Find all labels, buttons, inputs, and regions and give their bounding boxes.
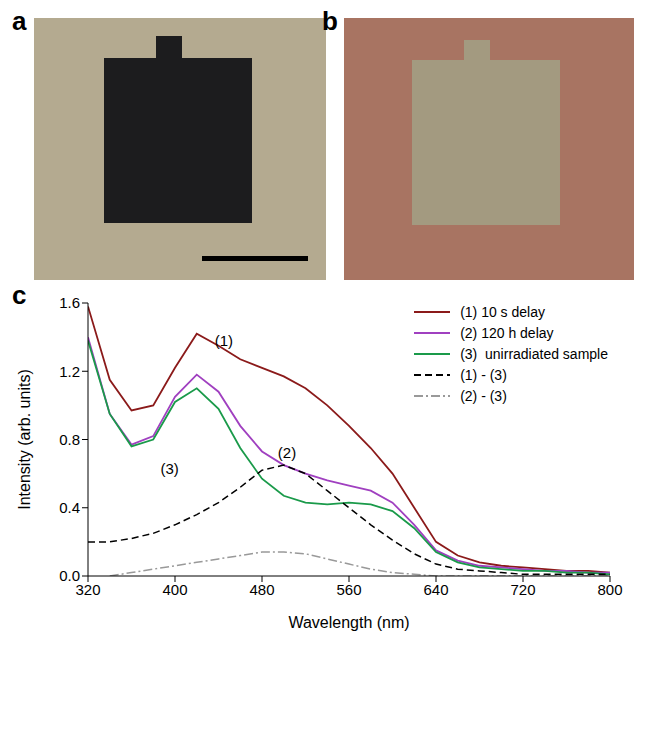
svg-text:(2): (2): [278, 444, 296, 461]
html-text:(3) unirradiated sample: (3) unirradiated sample: [460, 345, 608, 362]
html-text:(1) - (3): (1) - (3): [460, 366, 507, 383]
svg-text:Wavelength (nm): Wavelength (nm): [288, 614, 409, 631]
svg-text:0.4: 0.4: [59, 499, 80, 516]
svg-text:400: 400: [162, 581, 187, 598]
html-text:c: c: [12, 280, 27, 310]
svg-text:0.8: 0.8: [59, 431, 80, 448]
html-text:(1) 10 s delay: (1) 10 s delay: [460, 303, 545, 320]
html-text:b: b: [322, 6, 338, 36]
svg-text:(1): (1): [215, 332, 233, 349]
svg-text:800: 800: [597, 581, 622, 598]
svg-text:480: 480: [249, 581, 274, 598]
svg-text:1.2: 1.2: [59, 363, 80, 380]
svg-text:560: 560: [336, 581, 361, 598]
svg-text:320: 320: [75, 580, 101, 598]
svg-text:(3): (3): [160, 460, 178, 477]
html-text:a: a: [12, 6, 27, 36]
html-text:(2) - (3): (2) - (3): [460, 387, 507, 404]
svg-text:640: 640: [423, 581, 448, 598]
svg-text:1.6: 1.6: [59, 294, 80, 311]
svg-text:Intensity (arb. units): Intensity (arb. units): [16, 369, 33, 510]
svg-text:720: 720: [510, 581, 535, 598]
svg-text:0.0: 0.0: [59, 567, 80, 584]
html-text:(2) 120 h delay: (2) 120 h delay: [460, 324, 554, 341]
